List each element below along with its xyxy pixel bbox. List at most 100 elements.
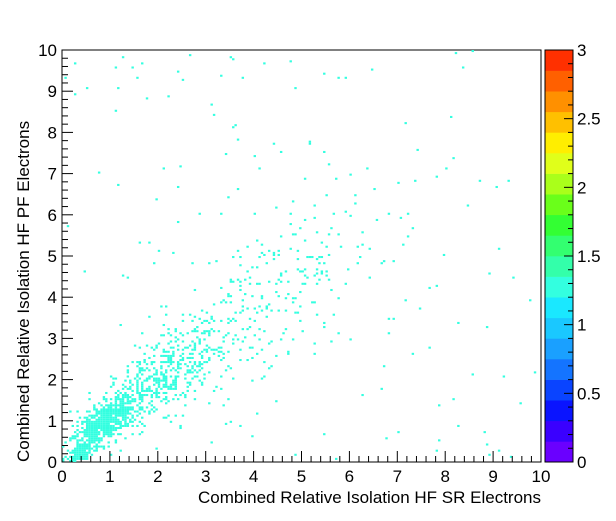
heatmap-cell [107,418,110,421]
heatmap-cell [382,365,386,368]
heatmap-cell [311,256,314,259]
y-tick-label: 0 [48,453,57,472]
heatmap-cell [291,200,295,203]
heatmap-cell [81,426,84,430]
heatmap-cell [232,317,235,320]
heatmap-cell [164,379,168,382]
heatmap-cell [126,422,130,425]
heatmap-cell [90,422,94,425]
heatmap-cell [148,241,151,244]
heatmap-cell [90,426,94,430]
heatmap-cell [100,429,103,432]
heatmap-cell [83,429,86,432]
heatmap-cell [210,328,213,331]
heatmap-cell [126,410,130,413]
heatmap-cell [323,326,326,329]
heatmap-cell [181,356,185,359]
heatmap-cell [198,338,201,341]
heatmap-cell [229,278,233,281]
heatmap-cell [102,396,106,399]
heatmap-cell [227,317,230,320]
heatmap-cell [143,352,146,355]
heatmap-cell [198,352,201,355]
heatmap-cell [136,414,139,417]
heatmap-cell [145,97,149,100]
heatmap-cell [256,239,259,242]
heatmap-cell [124,422,127,425]
heatmap-cell [90,453,94,456]
heatmap-cell [162,167,165,170]
heatmap-cell [126,408,130,411]
heatmap-cell [150,363,154,366]
heatmap-cell [256,266,259,269]
heatmap-cell [172,367,175,370]
heatmap-cell [277,309,280,312]
heatmap-cell [186,381,189,384]
heatmap-cell [188,356,192,359]
heatmap-cell [258,167,261,170]
heatmap-cell [114,426,118,430]
heatmap-cell [114,406,118,409]
heatmap-cell [397,431,400,434]
heatmap-cell [126,406,130,409]
heatmap-cell [303,239,307,242]
heatmap-cell [153,348,156,351]
heatmap-cell [287,352,290,355]
heatmap-cell [208,262,211,265]
z-tick-label: 3 [577,41,586,60]
heatmap-cell [466,204,470,207]
heatmap-cell [196,375,199,378]
heatmap-cell [380,262,383,265]
heatmap-cell [275,354,278,357]
heatmap-cell [73,62,77,65]
heatmap-cell [172,398,175,401]
heatmap-cell [97,422,101,425]
heatmap-cell [176,398,180,401]
heatmap-cell [258,282,261,285]
heatmap-cell [303,218,307,221]
heatmap-cell [138,406,142,409]
y-tick-label: 2 [48,371,57,390]
heatmap-cell [282,332,285,335]
heatmap-cell [124,385,127,388]
heatmap-cell [179,424,182,427]
heatmap-cell [414,179,417,182]
heatmap-cell [251,435,254,438]
heatmap-cell [349,173,352,176]
heatmap-cell [457,424,460,427]
heatmap-cells [62,50,537,462]
heatmap-cell [289,60,292,63]
heatmap-cell [212,348,216,351]
heatmap-cell [97,410,101,413]
heatmap-cell [76,453,79,456]
x-tick-label: 1 [105,467,114,486]
color-scale-bin [545,297,573,319]
heatmap-cell [141,408,144,411]
heatmap-cell [191,365,194,368]
heatmap-cell [102,445,106,448]
heatmap-cell [162,391,165,395]
heatmap-cell [71,435,74,438]
heatmap-cell [227,365,230,368]
heatmap-cell [157,377,161,380]
heatmap-cell [93,414,96,417]
heatmap-cell [370,68,374,71]
heatmap-cell [138,433,142,436]
heatmap-cell [85,420,89,423]
heatmap-cell [76,443,79,446]
heatmap-cell [260,309,264,312]
z-tick-label: 0.5 [577,384,601,403]
heatmap-cell [193,369,197,372]
heatmap-cell [404,299,407,302]
heatmap-cell [88,433,91,436]
heatmap-cell [306,256,309,259]
heatmap-cell [160,371,163,374]
heatmap-cell [145,367,149,370]
heatmap-cell [164,313,168,316]
heatmap-cell [88,431,91,434]
heatmap-cell [509,455,513,458]
heatmap-cell [145,394,149,397]
heatmap-cell [198,365,201,368]
heatmap-cell [105,426,108,430]
heatmap-cell [164,354,168,357]
